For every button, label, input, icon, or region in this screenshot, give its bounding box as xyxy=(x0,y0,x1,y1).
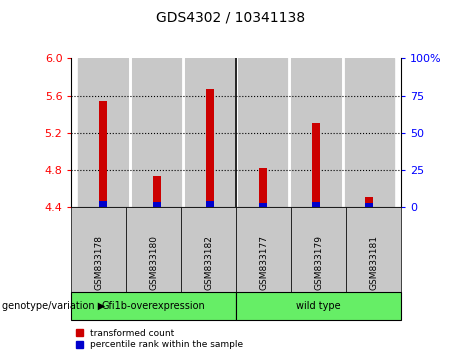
Text: wild type: wild type xyxy=(296,301,341,311)
Bar xyxy=(100,201,107,207)
Bar xyxy=(259,168,267,207)
Bar xyxy=(312,201,320,207)
Bar xyxy=(153,202,160,207)
Text: GSM833177: GSM833177 xyxy=(259,235,268,290)
Text: GDS4302 / 10341138: GDS4302 / 10341138 xyxy=(156,11,305,25)
Bar xyxy=(344,58,394,207)
Bar xyxy=(259,203,267,207)
Bar xyxy=(291,58,341,207)
Text: GSM833180: GSM833180 xyxy=(149,235,159,290)
Text: GSM833182: GSM833182 xyxy=(204,235,213,290)
Bar xyxy=(365,197,373,207)
Text: GSM833179: GSM833179 xyxy=(314,235,323,290)
Bar xyxy=(365,203,373,207)
Text: GSM833181: GSM833181 xyxy=(369,235,378,290)
Legend: transformed count, percentile rank within the sample: transformed count, percentile rank withi… xyxy=(76,329,243,349)
Text: Gfi1b-overexpression: Gfi1b-overexpression xyxy=(102,301,206,311)
Bar xyxy=(206,201,213,207)
Bar xyxy=(100,101,107,207)
Bar xyxy=(131,58,182,207)
Bar xyxy=(185,58,235,207)
Text: GSM833178: GSM833178 xyxy=(95,235,103,290)
Bar xyxy=(312,124,320,207)
Bar xyxy=(78,58,128,207)
Text: genotype/variation ▶: genotype/variation ▶ xyxy=(2,301,106,311)
Bar xyxy=(153,176,160,207)
Bar xyxy=(206,89,213,207)
Bar xyxy=(238,58,288,207)
